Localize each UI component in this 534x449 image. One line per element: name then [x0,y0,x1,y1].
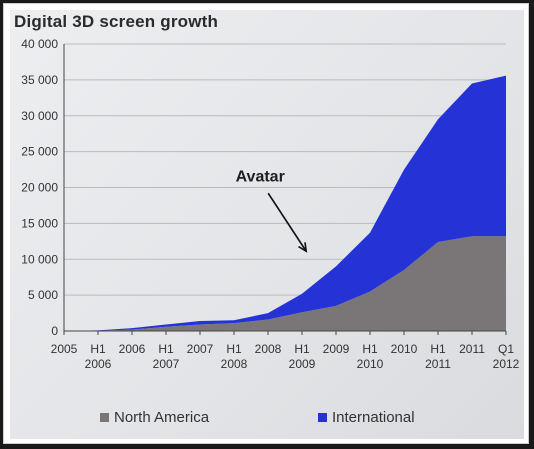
legend-item-international: International [318,409,415,426]
area-series-north-america [64,236,506,331]
y-tick-label: 25 000 [21,145,58,159]
x-tick-label: 2011 [459,342,485,356]
x-tick-label-year: 2009 [289,357,316,371]
x-tick-label: H1 [294,342,310,356]
y-tick-label: 15 000 [21,216,58,230]
chart-title: Digital 3D screen growth [14,12,219,31]
area-series-international [64,75,506,331]
x-tick-label: Q1 [498,342,514,356]
y-tick-label: 40 000 [21,37,58,51]
y-tick-label: 10 000 [21,252,58,266]
slide-frame: Digital 3D screen growth 0 5 000 10 000 15 … [3,3,529,444]
x-tick-label: 2007 [187,342,214,356]
x-tick-label-year: 2007 [153,357,180,371]
x-tick-label: 2010 [391,342,418,356]
annotation-arrow-head [298,242,308,253]
x-tick-label-year: 2010 [357,357,384,371]
x-tick-label-year: 2006 [85,357,112,371]
x-tick-label: 2005 [51,342,78,356]
x-tick-label-year: 2011 [425,357,451,371]
x-tick-label: H1 [90,342,106,356]
legend-label-north-america: North America [114,409,210,426]
legend-swatch-international [318,413,327,422]
x-tick-label: 2009 [323,342,350,356]
legend-swatch-north-america [100,413,109,422]
y-tick-label: 30 000 [21,109,58,123]
annotation-arrow-shaft [267,192,307,252]
x-tick-label-year: 2008 [221,357,248,371]
x-tick-label: 2008 [255,342,282,356]
y-tick-label: 5 000 [28,288,58,302]
x-tick-label: 2006 [119,342,146,356]
y-tick-label: 20 000 [21,181,58,195]
y-tick-label: 0 [51,324,58,338]
chart-slide: Digital 3D screen growth 0 5 000 10 000 15 … [10,10,524,439]
y-tick-label: 35 000 [21,73,58,87]
legend-label-international: International [332,409,415,426]
x-tick-label: H1 [430,342,446,356]
area-chart: 0 5 000 10 000 15 000 20 000 25 000 30 000 35 0… [21,37,520,371]
x-tick-label-year: 2012 [493,357,520,371]
x-tick-label: H1 [226,342,242,356]
x-tick-label: H1 [362,342,378,356]
annotation-label: Avatar [236,168,285,185]
legend-item-north-america: North America [100,409,209,426]
x-tick-label: H1 [158,342,174,356]
